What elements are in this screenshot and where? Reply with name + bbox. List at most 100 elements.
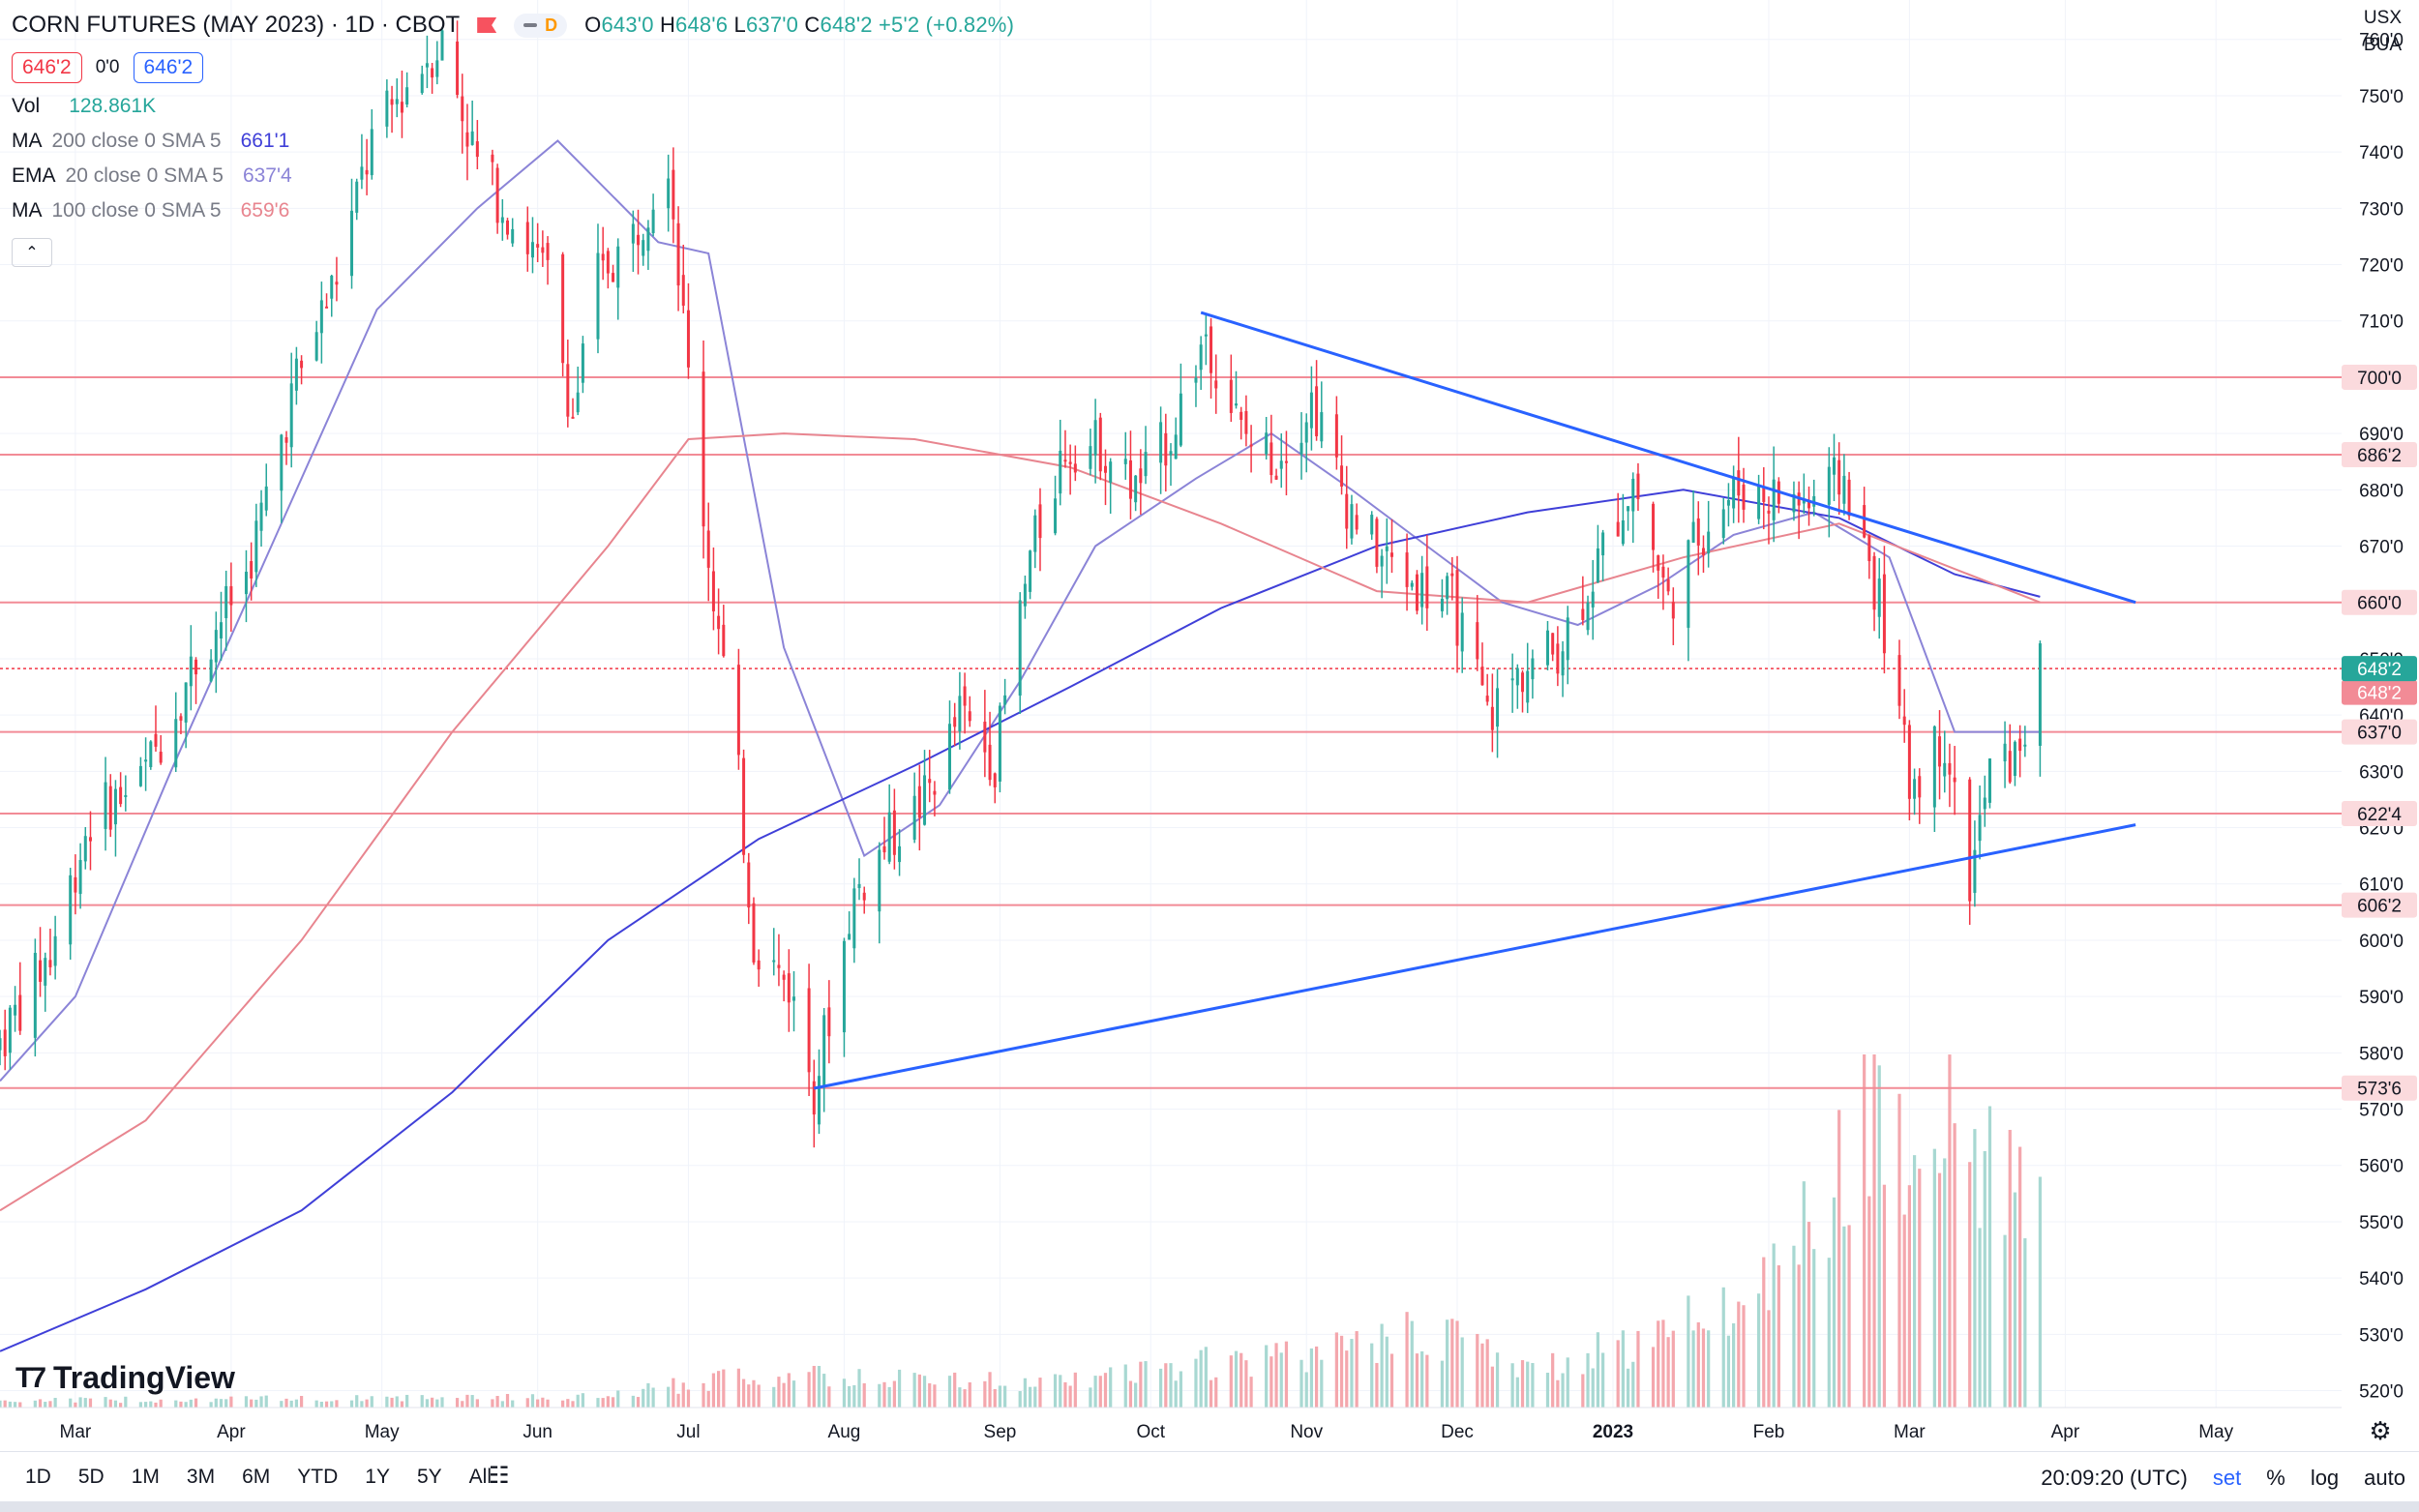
volume-bar xyxy=(1234,1350,1239,1408)
candle-body xyxy=(1687,540,1690,628)
candle-body xyxy=(1274,475,1278,480)
change-value: +5'2 (+0.82%) xyxy=(878,13,1015,37)
volume-bar xyxy=(505,1393,510,1408)
candle-body xyxy=(280,434,284,491)
session-toggle[interactable]: set xyxy=(2212,1466,2242,1490)
settings-gear-icon[interactable]: ⚙ xyxy=(2369,1417,2391,1446)
candle-body xyxy=(1666,578,1670,592)
symbol-title[interactable]: CORN FUTURES (MAY 2023) · 1D · CBOT xyxy=(12,12,461,38)
currency-label[interactable]: USX xyxy=(2363,8,2402,28)
volume-bar xyxy=(963,1389,967,1408)
candle-body xyxy=(465,132,469,147)
auto-toggle[interactable]: auto xyxy=(2364,1466,2405,1490)
volume-bar xyxy=(530,1394,535,1408)
range-6m[interactable]: 6M xyxy=(242,1466,271,1488)
candle-body xyxy=(706,530,710,568)
market-status-pill[interactable]: D xyxy=(514,13,568,38)
volume-bar xyxy=(108,1399,112,1408)
candle-body xyxy=(1943,762,1947,777)
time-axis[interactable]: Mar Apr May Jun Jul Aug Sep Oct Nov Dec 2023 Feb Mar… xyxy=(0,1407,2392,1446)
range-all[interactable]: All xyxy=(468,1466,492,1488)
trendline xyxy=(1200,311,2136,605)
candle-body xyxy=(1054,498,1058,534)
volume-bar xyxy=(1756,1293,1761,1408)
candle-body xyxy=(1375,519,1379,567)
candle-body xyxy=(1877,578,1881,617)
candle-body xyxy=(546,243,550,260)
candle-body xyxy=(581,343,584,383)
volume-bar xyxy=(842,1379,847,1408)
range-ytd[interactable]: YTD xyxy=(297,1466,339,1488)
candle-body xyxy=(1480,667,1484,686)
volume-bar xyxy=(646,1382,650,1408)
volume-bar xyxy=(1701,1328,1706,1408)
price-chart[interactable]: 520'0 530'0 540'0 550'0 560'0 570'0 580'0 590'0… xyxy=(0,0,2419,1451)
candle-body xyxy=(948,724,952,790)
volume-bar xyxy=(1937,1172,1942,1408)
volume-bar xyxy=(681,1382,685,1408)
range-1m[interactable]: 1M xyxy=(131,1466,160,1488)
candle-body xyxy=(1159,422,1163,463)
volume-bar xyxy=(1370,1343,1374,1408)
unit-label[interactable]: BUA xyxy=(2363,35,2402,55)
indicator-ma200[interactable]: MA 200 close 0 SMA 5 661'1 xyxy=(12,130,1014,155)
log-toggle[interactable]: log xyxy=(2310,1466,2340,1490)
volume-bar xyxy=(1103,1373,1108,1408)
candle-body xyxy=(475,141,479,158)
indicator-vol[interactable]: Vol 128.861K xyxy=(12,95,1014,120)
calendar-icon[interactable]: ☷ xyxy=(489,1463,510,1489)
volume-bar xyxy=(1159,1368,1163,1408)
volume-bar xyxy=(672,1378,675,1408)
volume-bar xyxy=(259,1396,263,1408)
volume-bar xyxy=(812,1365,816,1408)
candle-body xyxy=(1636,473,1640,500)
delayed-badge: D xyxy=(545,15,558,35)
price-axis[interactable]: 520'0 530'0 540'0 550'0 560'0 570'0 580'0 590'0… xyxy=(2342,0,2419,1451)
level-price-tag-bg xyxy=(2342,800,2417,826)
chart-grid xyxy=(0,0,2342,1408)
volume-bar xyxy=(1229,1355,1233,1408)
candle-body xyxy=(425,63,429,68)
collapse-legend-button[interactable]: ⌃ xyxy=(12,238,52,267)
range-3m[interactable]: 3M xyxy=(186,1466,216,1488)
candle-body xyxy=(1420,573,1424,608)
candle-body xyxy=(83,836,87,862)
candle-body xyxy=(787,973,791,1003)
volume-bar xyxy=(1882,1184,1887,1408)
range-5d[interactable]: 5D xyxy=(77,1466,105,1488)
range-5y[interactable]: 5Y xyxy=(416,1466,442,1488)
volume-bar xyxy=(1877,1065,1881,1408)
percent-toggle[interactable]: % xyxy=(2266,1466,2285,1490)
candle-body xyxy=(1450,573,1454,577)
candle-body xyxy=(878,849,881,912)
volume-bar xyxy=(1385,1336,1389,1408)
flag-icon[interactable] xyxy=(477,17,497,33)
candle-body xyxy=(119,786,123,805)
volume-bar xyxy=(1425,1354,1429,1408)
indicator-ma100[interactable]: MA 100 close 0 SMA 5 659'6 xyxy=(12,199,1014,224)
indicator-ema20[interactable]: EMA 20 close 0 SMA 5 637'4 xyxy=(12,164,1014,190)
range-1d[interactable]: 1D xyxy=(25,1466,51,1488)
candle-body xyxy=(852,888,856,949)
candle-body xyxy=(289,383,293,448)
range-1y[interactable]: 1Y xyxy=(365,1466,390,1488)
candle-body xyxy=(104,782,107,829)
volume-bar xyxy=(1545,1373,1550,1408)
close-value: 648'2 xyxy=(820,13,873,37)
price-tick-label: 750'0 xyxy=(2359,87,2404,107)
sell-button[interactable]: 646'2 xyxy=(12,52,82,83)
volume-bar xyxy=(69,1398,73,1408)
volume-bar xyxy=(33,1400,37,1408)
time-tick-label: Apr xyxy=(2051,1422,2080,1442)
candle-body xyxy=(1872,555,1876,610)
volume-bar xyxy=(642,1388,645,1408)
candle-body xyxy=(1229,379,1233,413)
candle-body xyxy=(747,862,751,908)
candle-body xyxy=(435,60,439,77)
candle-body xyxy=(998,705,1001,782)
buy-button[interactable]: 646'2 xyxy=(133,52,204,83)
trendlines[interactable] xyxy=(813,311,2136,1090)
candle-body xyxy=(506,220,510,235)
candle-body xyxy=(53,935,57,966)
clock-readout[interactable]: 20:09:20 (UTC) xyxy=(2041,1466,2188,1490)
